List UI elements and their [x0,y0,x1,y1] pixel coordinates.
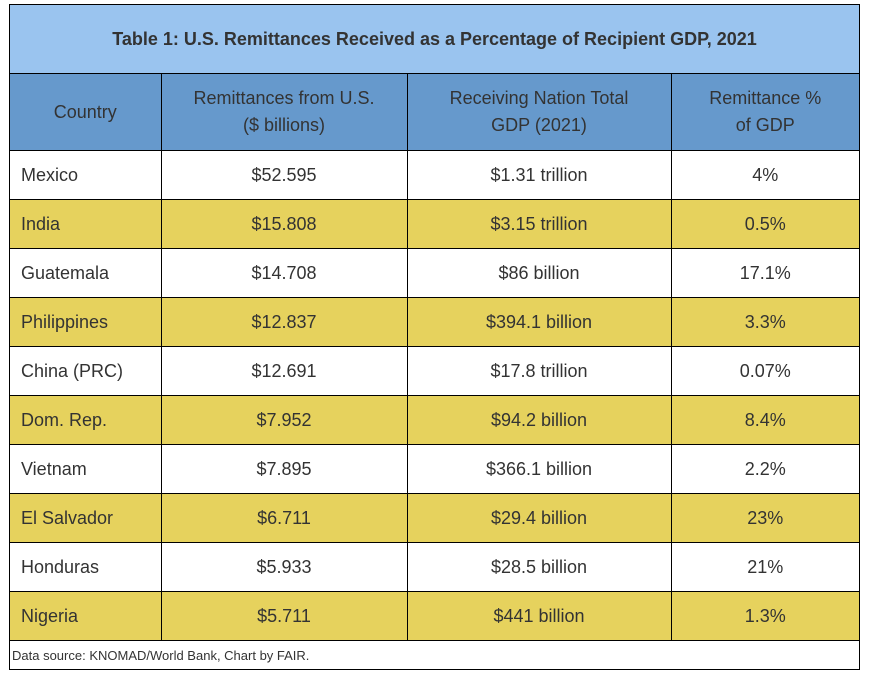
cell-remittance-pct: 23% [670,493,859,543]
cell-gdp: $3.15 trillion [406,199,672,249]
cell-remittance-pct: 17.1% [670,248,859,298]
cell-gdp: $86 billion [406,248,672,298]
table-row: India $15.808 $3.15 trillion 0.5% [10,199,859,249]
cell-gdp: $1.31 trillion [406,150,672,200]
column-header-remittance-pct: Remittance % of GDP [670,74,859,151]
column-header-country: Country [10,74,162,151]
header-row: Country Remittances from U.S. ($ billions)… [10,74,859,151]
cell-country: Guatemala [10,248,162,298]
cell-remittance-pct: 0.07% [670,346,859,396]
table-row: Mexico $52.595 $1.31 trillion 4% [10,150,859,200]
cell-country: Vietnam [10,444,162,494]
cell-remittances: $12.691 [160,346,408,396]
cell-remittances: $52.595 [160,150,408,200]
column-header-line: Country [53,101,117,122]
remittances-table: Table 1: U.S. Remittances Received as a … [9,4,860,670]
column-header-remittances: Remittances from U.S. ($ billions) [160,74,408,151]
cell-gdp: $94.2 billion [406,395,672,445]
table-row: Honduras $5.933 $28.5 billion 21% [10,542,859,592]
table-row: Philippines $12.837 $394.1 billion 3.3% [10,297,859,347]
data-source-note: Data source: KNOMAD/World Bank, Chart by… [10,640,859,669]
cell-remittances: $7.952 [160,395,408,445]
cell-country: El Salvador [10,493,162,543]
cell-country: China (PRC) [10,346,162,396]
cell-remittances: $6.711 [160,493,408,543]
cell-remittances: $12.837 [160,297,408,347]
cell-remittance-pct: 3.3% [670,297,859,347]
table-row: Nigeria $5.711 $441 billion 1.3% [10,591,859,640]
cell-gdp: $441 billion [406,591,672,640]
table-row: Vietnam $7.895 $366.1 billion 2.2% [10,444,859,494]
cell-gdp: $28.5 billion [406,542,672,592]
table-row: China (PRC) $12.691 $17.8 trillion 0.07% [10,346,859,396]
cell-gdp: $366.1 billion [406,444,672,494]
column-header-line: Receiving Nation Total [449,88,629,108]
cell-remittance-pct: 21% [670,542,859,592]
cell-country: India [10,199,162,249]
cell-remittance-pct: 4% [670,150,859,200]
column-header-line: Remittances from U.S. [193,88,375,108]
cell-remittance-pct: 0.5% [670,199,859,249]
cell-country: Nigeria [10,591,162,640]
column-header-line: ($ billions) [242,115,326,135]
column-header-line: GDP (2021) [491,115,587,135]
cell-remittances: $7.895 [160,444,408,494]
cell-gdp: $17.8 trillion [406,346,672,396]
cell-gdp: $29.4 billion [406,493,672,543]
cell-country: Philippines [10,297,162,347]
cell-remittances: $5.933 [160,542,408,592]
column-header-gdp: Receiving Nation Total GDP (2021) [406,74,672,151]
cell-country: Mexico [10,150,162,200]
cell-remittances: $14.708 [160,248,408,298]
cell-remittance-pct: 1.3% [670,591,859,640]
table-title: Table 1: U.S. Remittances Received as a … [10,5,859,74]
table-row: Dom. Rep. $7.952 $94.2 billion 8.4% [10,395,859,445]
cell-country: Dom. Rep. [10,395,162,445]
column-header-line: of GDP [735,115,795,135]
cell-remittances: $15.808 [160,199,408,249]
table-row: Guatemala $14.708 $86 billion 17.1% [10,248,859,298]
cell-remittance-pct: 8.4% [670,395,859,445]
cell-remittance-pct: 2.2% [670,444,859,494]
table-row: El Salvador $6.711 $29.4 billion 23% [10,493,859,543]
cell-remittances: $5.711 [160,591,408,640]
column-header-line: Remittance % [709,88,822,108]
cell-gdp: $394.1 billion [406,297,672,347]
cell-country: Honduras [10,542,162,592]
